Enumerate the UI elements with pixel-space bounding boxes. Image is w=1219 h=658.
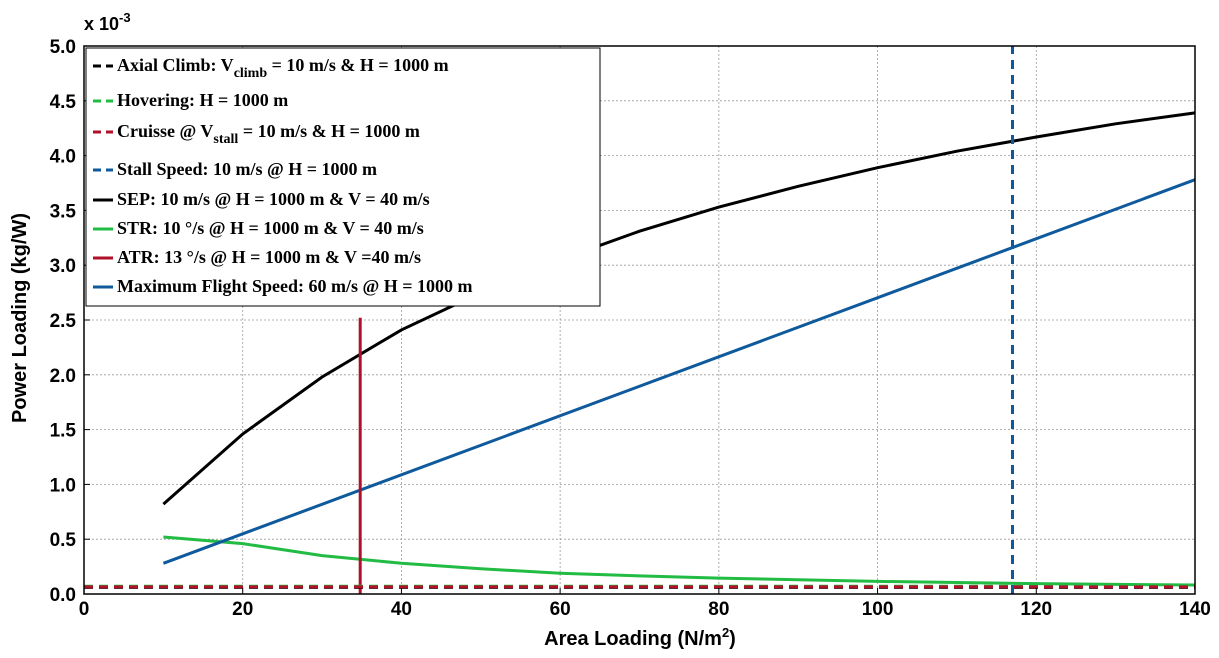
- series-line-5: [163, 535, 1196, 587]
- series-layer: [84, 46, 1196, 594]
- legend-label: Maximum Flight Speed: 60 m/s @ H = 1000 …: [117, 276, 473, 296]
- y-tick-label: 1.0: [50, 475, 76, 496]
- legend-box: [85, 47, 601, 307]
- legend-label-sub: stall: [213, 132, 238, 147]
- legend-label: Axial Climb: Vclimb = 10 m/s & H = 1000 …: [117, 55, 449, 81]
- y-tick-label: 1.5: [50, 421, 77, 442]
- y-tick-label: 3.5: [50, 201, 77, 222]
- legend-label-sub: climb: [234, 66, 268, 81]
- legend: Axial Climb: Vclimb = 10 m/s & H = 1000 …: [85, 47, 601, 307]
- legend-label-main: Stall Speed: 10 m/s @ H = 1000 m: [117, 159, 377, 179]
- y-multiplier: x 10-3: [84, 10, 131, 34]
- legend-label: Hovering: H = 1000 m: [117, 90, 288, 110]
- x-axis-title: Area Loading (N/m2): [544, 625, 736, 650]
- legend-label-tail: = 10 m/s & H = 1000 m: [267, 55, 449, 75]
- legend-label: ATR: 13 °/s @ H = 1000 m & V =40 m/s: [117, 247, 421, 267]
- x-tick-label: 80: [708, 599, 729, 620]
- y-multiplier-base: x 10: [84, 14, 119, 34]
- y-axis-title: Power Loading (kg/W): [9, 213, 31, 423]
- series-line-4: [162, 111, 1196, 506]
- y-tick-label: 0.0: [50, 585, 76, 606]
- y-tick-label: 4.0: [50, 147, 76, 168]
- x-tick-label: 140: [1179, 599, 1211, 620]
- x-tick-label: 40: [391, 599, 412, 620]
- y-tick-label: 5.0: [50, 37, 76, 58]
- legend-label-main: SEP: 10 m/s @ H = 1000 m & V = 40 m/s: [117, 189, 430, 209]
- y-tick-label: 4.5: [50, 92, 77, 113]
- y-tick-label: 2.0: [50, 366, 76, 387]
- x-tick-label: 100: [862, 599, 894, 620]
- legend-label: Cruisse @ Vstall = 10 m/s & H = 1000 m: [117, 121, 420, 147]
- legend-label: Stall Speed: 10 m/s @ H = 1000 m: [117, 159, 377, 179]
- x-axis-title-sup: 2: [722, 625, 729, 640]
- x-tick-label: 0: [79, 599, 90, 620]
- y-tick-label: 2.5: [50, 311, 77, 332]
- y-tick-label: 0.5: [50, 530, 77, 551]
- legend-label-main: Cruisse @ V: [117, 121, 213, 141]
- tick-labels: 0 20 40 60 80 100 120 140 0.0 0.5 1.0 1.5 2.0 2.5 3.0 3…: [50, 37, 1211, 620]
- y-multiplier-exp: -3: [119, 10, 131, 25]
- y-tick-label: 3.0: [50, 256, 76, 277]
- legend-label-main: Axial Climb: V: [117, 55, 234, 75]
- x-axis-title-tail: ): [729, 628, 736, 650]
- x-axis-title-main: Area Loading (N/m: [544, 628, 722, 650]
- legend-label-main: STR: 10 °/s @ H = 1000 m & V = 40 m/s: [117, 218, 424, 238]
- x-tick-label: 120: [1020, 599, 1052, 620]
- x-tick-label: 20: [232, 599, 253, 620]
- x-tick-label: 60: [550, 599, 571, 620]
- legend-label-tail: = 10 m/s & H = 1000 m: [238, 121, 420, 141]
- legend-label-main: Hovering: H = 1000 m: [117, 90, 288, 110]
- legend-label-main: Maximum Flight Speed: 60 m/s @ H = 1000 …: [117, 276, 473, 296]
- series-line-7: [162, 178, 1196, 565]
- legend-label-main: ATR: 13 °/s @ H = 1000 m & V =40 m/s: [117, 247, 421, 267]
- legend-label: SEP: 10 m/s @ H = 1000 m & V = 40 m/s: [117, 189, 430, 209]
- legend-label: STR: 10 °/s @ H = 1000 m & V = 40 m/s: [117, 218, 424, 238]
